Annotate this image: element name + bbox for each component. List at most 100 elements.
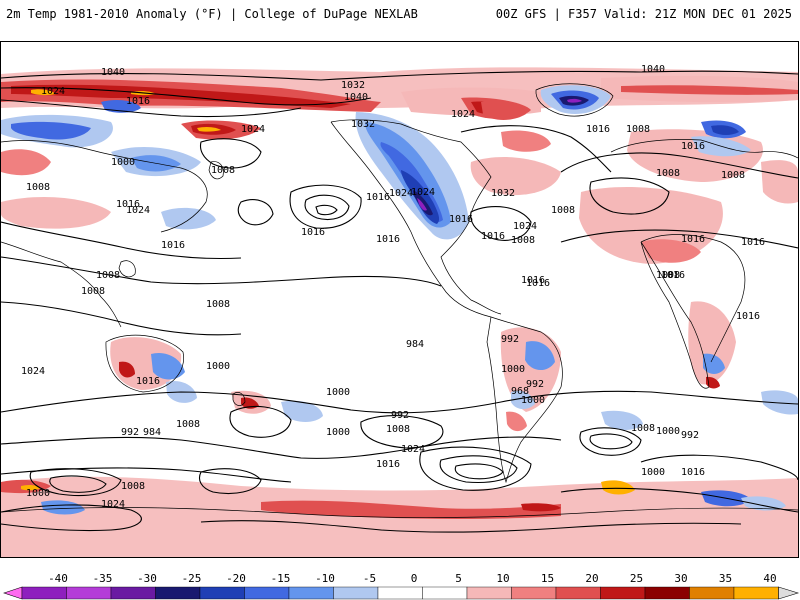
colorbar-tick-label: -10: [315, 572, 335, 585]
isobar-label: 992: [391, 410, 409, 421]
isobar-label: 1016: [681, 234, 705, 245]
colorbar-swatch: [199, 586, 245, 600]
isobar-label: 1016: [366, 192, 390, 203]
isobar-label: 1000: [111, 157, 135, 168]
isobar-label: 1008: [176, 419, 200, 430]
colorbar-swatch: [600, 586, 646, 600]
isobar-label: 1016: [161, 240, 185, 251]
isobar-label: 1008: [721, 170, 745, 181]
isobar-label: 992: [121, 427, 139, 438]
isobar-label: 1016: [301, 227, 325, 238]
colorbar-swatch: [555, 586, 601, 600]
isobar-label: 1008: [81, 286, 105, 297]
map-panel[interactable]: 1040 1024 1016 1032 1040 1032 1024 1032 1040 1024…: [0, 41, 799, 558]
colorbar-tick-label: 10: [496, 572, 510, 585]
isobar-label: 1008: [551, 205, 575, 216]
isobar-label: 1024: [389, 188, 413, 199]
isobar-label: 1024: [241, 124, 265, 135]
colorbar-tick-label: 5: [455, 572, 462, 585]
anomaly-map[interactable]: 1040102410161032104010321024103210401024…: [1, 42, 798, 557]
colorbar-tick-label: -40: [48, 572, 68, 585]
isobar-label: 1016: [586, 124, 610, 135]
isobar-label: 1000: [326, 387, 350, 398]
isobar-label: 1000: [206, 361, 230, 372]
colorbar-swatch: [288, 586, 334, 600]
isobar-label: 1008: [26, 182, 50, 193]
colorbar-tick-label: 30: [674, 572, 688, 585]
colorbar-swatch: [466, 586, 512, 600]
isobar-label: 1008: [656, 270, 680, 281]
isobar-label: 1016: [736, 311, 760, 322]
colorbar-tick-label: 35: [718, 572, 733, 585]
colorbar-swatch: [110, 586, 156, 600]
colorbar-tick-label: 25: [629, 572, 644, 585]
isobar-label: 984: [143, 427, 161, 438]
isobar-label: 1008: [626, 124, 650, 135]
isobar-label: 1000: [501, 364, 525, 375]
isobar-label: 984: [406, 339, 424, 350]
isobar-label: 1040: [344, 92, 368, 103]
colorbar-tick-label: -5: [362, 572, 377, 585]
isobar-label: 992: [501, 334, 519, 345]
anomaly-colorbar: [3, 586, 800, 600]
colorbar-min-arrow: [3, 586, 23, 600]
isobar-labels: 1040102410161032104010321024103210401024…: [21, 64, 765, 510]
colorbar-tick-label: 20: [585, 572, 599, 585]
colorbar-tick-label: 40: [763, 572, 777, 585]
isobar-label: 1040: [101, 67, 125, 78]
colorbar-tick-label: -30: [137, 572, 157, 585]
colorbar-swatch: [21, 586, 67, 600]
isobar-label: 1008: [206, 299, 230, 310]
colorbar-tick-label: -20: [226, 572, 246, 585]
isobar-label: 1016: [681, 141, 705, 152]
isobar-label: 1032: [341, 80, 365, 91]
isobar-label: 1024: [41, 86, 65, 97]
coastlines: [1, 83, 798, 518]
isobar-label: 992: [526, 379, 544, 390]
colorbar-tick-label: -35: [92, 572, 113, 585]
isobar-label: 1024: [451, 109, 475, 120]
isobar-label: 1000: [26, 488, 50, 499]
isobar-label: 1016: [376, 459, 400, 470]
isobar-label: 1016: [449, 214, 473, 225]
anomaly-shading: [1, 67, 798, 557]
isobar-label: 1008: [631, 423, 655, 434]
isobar-label: 992: [681, 430, 699, 441]
colorbar-tick-label: 15: [540, 572, 555, 585]
isobar-label: 1016: [661, 270, 685, 281]
colorbar-swatch: [333, 586, 379, 600]
isobar-label: 1008: [511, 235, 535, 246]
isobar-label: 1000: [656, 426, 680, 437]
colorbar-swatch: [511, 586, 557, 600]
isobar-label: 1008: [656, 168, 680, 179]
run-info: 00Z GFS | F357 Valid: 21Z MON DEC 01 202…: [495, 7, 792, 21]
isobar-label: 1024: [411, 187, 435, 198]
colorbar-swatch: [733, 586, 779, 600]
isobar-label: 1032: [491, 188, 515, 199]
isobar-label: 1040: [641, 64, 665, 75]
isobar-label: 1000: [326, 427, 350, 438]
colorbar-swatch: [244, 586, 290, 600]
isobar-label: 1024: [126, 205, 150, 216]
isobar-contours: [1, 70, 798, 533]
colorbar-tick-label: -15: [270, 572, 291, 585]
colorbar-swatch: [377, 586, 423, 600]
isobar-label: 1016: [481, 231, 505, 242]
isobar-label: 1000: [641, 467, 665, 478]
colorbar-swatch: [644, 586, 690, 600]
colorbar-swatch: [689, 586, 735, 600]
isobar-label: 1024: [401, 444, 425, 455]
isobar-label: 1024: [21, 366, 45, 377]
colorbar-swatch: [66, 586, 112, 600]
isobar-label: 1024: [513, 221, 537, 232]
map-title: 2m Temp 1981-2010 Anomaly (°F) | College…: [6, 7, 418, 21]
isobar-label: 1016: [136, 376, 160, 387]
colorbar-max-arrow: [778, 586, 800, 600]
isobar-label: 1016: [376, 234, 400, 245]
isobar-label: 1024: [101, 499, 125, 510]
colorbar-tick-label: -25: [181, 572, 202, 585]
isobar-label: 1008: [121, 481, 145, 492]
isobar-label: 1016: [521, 275, 545, 286]
isobar-label: 1016: [681, 467, 705, 478]
isobar-label: 1016: [741, 237, 765, 248]
